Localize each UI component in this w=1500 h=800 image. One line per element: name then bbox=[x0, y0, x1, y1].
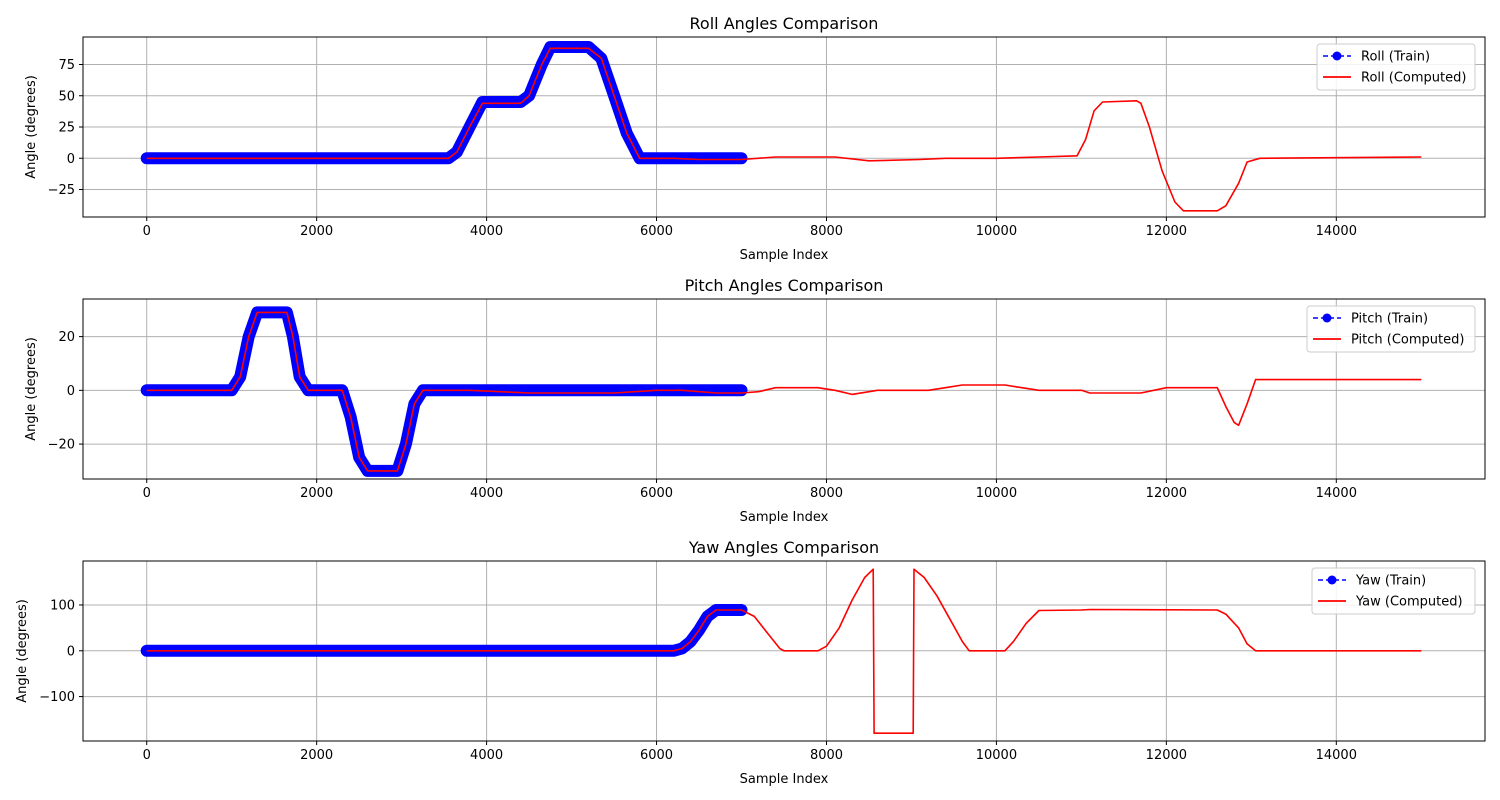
x-tick-label: 10000 bbox=[976, 224, 1017, 239]
x-tick-label: 12000 bbox=[1146, 486, 1187, 501]
plot-area bbox=[140, 568, 1422, 735]
legend: Pitch (Train) Pitch (Computed) bbox=[1306, 305, 1476, 353]
y-tick-label: 100 bbox=[50, 598, 75, 613]
x-tick-label: 4000 bbox=[470, 224, 503, 239]
y-tick-label: −100 bbox=[39, 690, 75, 705]
subplot-2: Yaw Angles Comparison 0 2000 4000 6000 8000 10… bbox=[15, 538, 1486, 787]
y-axis-label: Angle (degrees) bbox=[15, 599, 30, 703]
legend-box bbox=[1316, 43, 1476, 91]
series-roll-computed bbox=[146, 47, 1422, 212]
chart-title: Roll Angles Comparison bbox=[690, 14, 879, 33]
x-tick-label: 0 bbox=[143, 224, 151, 239]
legend-box bbox=[1306, 305, 1476, 353]
x-tick-label: 6000 bbox=[640, 224, 673, 239]
subplot-1: Pitch Angles Comparison 0 2000 4000 6000 8000… bbox=[24, 276, 1486, 525]
x-tick-label: 14000 bbox=[1316, 486, 1357, 501]
x-tick-label: 8000 bbox=[810, 748, 843, 763]
plot-area bbox=[140, 306, 1422, 477]
x-tick-label: 8000 bbox=[810, 486, 843, 501]
chart-title: Yaw Angles Comparison bbox=[688, 538, 879, 557]
y-tick-label: −25 bbox=[48, 183, 75, 198]
x-tick-label: 6000 bbox=[640, 486, 673, 501]
chart-title: Pitch Angles Comparison bbox=[685, 276, 884, 295]
y-tick-label: 20 bbox=[58, 330, 75, 345]
x-tick-label: 14000 bbox=[1316, 224, 1357, 239]
y-tick-label: 0 bbox=[67, 644, 75, 659]
y-tick-label: −20 bbox=[48, 438, 75, 453]
y-axis-label: Angle (degrees) bbox=[24, 75, 39, 179]
series-yaw-computed bbox=[146, 568, 1422, 735]
x-tick-label: 4000 bbox=[470, 486, 503, 501]
legend-label: Yaw (Train) bbox=[1355, 574, 1426, 589]
legend-label: Roll (Computed) bbox=[1361, 71, 1466, 86]
x-tick-label: 12000 bbox=[1146, 224, 1187, 239]
x-tick-label: 2000 bbox=[300, 486, 333, 501]
x-tick-label: 12000 bbox=[1146, 748, 1187, 763]
x-tick-label: 10000 bbox=[976, 748, 1017, 763]
axes-frame bbox=[82, 298, 1486, 480]
x-tick-label: 0 bbox=[143, 486, 151, 501]
y-tick-label: 50 bbox=[58, 89, 75, 104]
series-roll-train bbox=[140, 41, 748, 165]
legend-label: Pitch (Train) bbox=[1351, 312, 1428, 327]
x-axis-label: Sample Index bbox=[740, 772, 829, 787]
x-tick-label: 10000 bbox=[976, 486, 1017, 501]
series-pitch-computed bbox=[146, 311, 1422, 472]
x-tick-label: 4000 bbox=[470, 748, 503, 763]
y-tick-label: 25 bbox=[58, 121, 75, 136]
legend-marker bbox=[1327, 575, 1337, 585]
x-tick-label: 2000 bbox=[300, 224, 333, 239]
legend: Yaw (Train) Yaw (Computed) bbox=[1311, 567, 1476, 615]
x-axis-label: Sample Index bbox=[740, 248, 829, 263]
x-tick-label: 6000 bbox=[640, 748, 673, 763]
legend-marker bbox=[1322, 313, 1332, 323]
y-tick-label: 0 bbox=[67, 384, 75, 399]
legend-label: Pitch (Computed) bbox=[1351, 333, 1464, 348]
x-tick-label: 14000 bbox=[1316, 748, 1357, 763]
plot-area bbox=[140, 41, 1422, 212]
legend-label: Roll (Train) bbox=[1361, 50, 1430, 65]
legend-marker bbox=[1332, 51, 1342, 61]
series-yaw-train bbox=[140, 604, 748, 657]
x-axis-label: Sample Index bbox=[740, 510, 829, 525]
y-axis-label: Angle (degrees) bbox=[24, 337, 39, 441]
y-tick-label: 75 bbox=[58, 58, 75, 73]
x-tick-label: 0 bbox=[143, 748, 151, 763]
legend-label: Yaw (Computed) bbox=[1355, 595, 1463, 610]
legend: Roll (Train) Roll (Computed) bbox=[1316, 43, 1476, 91]
legend-box bbox=[1311, 567, 1476, 615]
x-tick-label: 2000 bbox=[300, 748, 333, 763]
x-tick-label: 8000 bbox=[810, 224, 843, 239]
y-tick-label: 0 bbox=[67, 152, 75, 167]
subplot-0: Roll Angles Comparison 0 2000 4000 6000 8000 1… bbox=[24, 14, 1486, 263]
